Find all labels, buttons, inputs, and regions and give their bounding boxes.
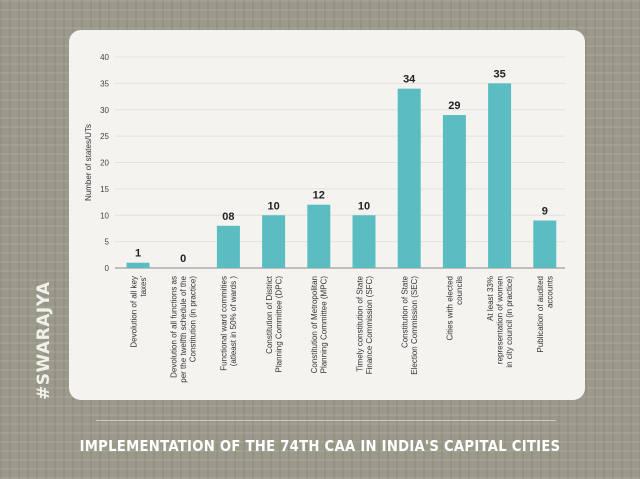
y-tick-label: 40 (100, 53, 109, 62)
x-tick-label-line: in city council (in practice) (505, 276, 514, 368)
x-tick-label-line: Finance Commission (SFC) (365, 276, 374, 375)
page-title: IMPLEMENTATION OF THE 74TH CAA IN INDIA'… (79, 437, 561, 455)
x-tick-label-line: Functional ward commities (220, 276, 229, 371)
x-tick-label-line: Constitution of State (400, 275, 409, 348)
bar (397, 88, 421, 269)
x-tick-label: Cities with electedcouncils (446, 276, 465, 340)
x-tick-label-line: Devolution of all functions as (170, 276, 179, 378)
x-tick-label-line: (atleast in 50% of wards ) (229, 276, 238, 367)
data-label: 08 (222, 211, 234, 223)
bar (307, 204, 331, 268)
y-tick-label: 35 (100, 79, 109, 88)
bar (352, 215, 376, 268)
watermark: #SWARAJYA (34, 281, 54, 400)
x-tick-label: Devolution of all functions asper the tw… (170, 275, 198, 382)
divider (96, 420, 556, 421)
x-tick-label-line: At least 33% (486, 276, 495, 321)
x-tick-label-line: Devolution of all key (129, 276, 138, 348)
x-tick-label-line: representation of women (496, 276, 505, 364)
bar (488, 83, 512, 268)
data-label: 29 (448, 100, 460, 112)
x-tick-label: Constitution of StateElection Commission… (400, 275, 419, 374)
x-tick-label-line: Cities with elected (446, 276, 455, 340)
data-label: 9 (542, 206, 548, 218)
x-tick-label-line: Constitution (in practice) (189, 276, 198, 363)
y-tick-label: 20 (100, 159, 109, 168)
x-tick-label-line: Constitution of District (265, 275, 274, 354)
data-label: 12 (313, 190, 325, 202)
x-tick-label: Timely constitution of StateFinance Comm… (355, 275, 374, 374)
data-label: 34 (403, 74, 416, 86)
bar-chart: 0 5 10 15 20 25 30 35 40 Number of states/UTs 1 Dev… (84, 53, 565, 383)
bar (442, 115, 466, 269)
x-tick-label-line: Timely constitution of State (355, 275, 364, 371)
y-tick-label: 10 (100, 211, 109, 220)
data-label: 10 (267, 200, 279, 212)
x-tick-label-line: Constitution of Metropolitan (310, 276, 319, 373)
data-label: 35 (493, 68, 505, 80)
y-axis-label: Number of states/UTs (84, 124, 93, 201)
bar (126, 262, 150, 268)
x-tick-label-line: per the twelfth schedule of the (179, 275, 188, 382)
y-tick-label: 25 (100, 132, 109, 141)
chart-card: 0 5 10 15 20 25 30 35 40 Number of states/UTs 1 Dev… (69, 30, 585, 400)
x-tick-label-line: Planning Committee (DPC) (274, 276, 283, 373)
data-label: 1 (135, 248, 141, 260)
x-tick-label: Devolution of all keytaxes' (129, 276, 148, 348)
x-tick-label-line: Publication of audited (536, 276, 545, 353)
x-tick-label-line: Planning Committee (MPC) (320, 276, 329, 374)
y-tick-label: 30 (100, 106, 109, 115)
x-tick-label: At least 33%representation of womenin ci… (486, 276, 514, 368)
x-tick-label: Constitution of MetropolitanPlanning Com… (310, 276, 329, 374)
bar (216, 225, 240, 268)
bar (262, 215, 286, 268)
y-tick-label: 5 (105, 238, 110, 247)
x-tick-label: Functional ward commities(atleast in 50%… (220, 276, 239, 371)
x-tick-label-line: accounts (546, 276, 555, 308)
x-tick-label: Constitution of DistrictPlanning Committ… (265, 275, 284, 372)
data-label: 10 (358, 200, 370, 212)
x-tick-label-line: taxes' (139, 276, 148, 297)
x-tick-label: Publication of auditedaccounts (536, 276, 555, 353)
bar (533, 220, 557, 268)
data-label: 0 (180, 253, 186, 265)
y-tick-label: 0 (105, 264, 110, 273)
y-tick-label: 15 (100, 185, 109, 194)
x-tick-label-line: Election Commission (SEC) (410, 276, 419, 375)
x-tick-label-line: councils (455, 276, 464, 305)
